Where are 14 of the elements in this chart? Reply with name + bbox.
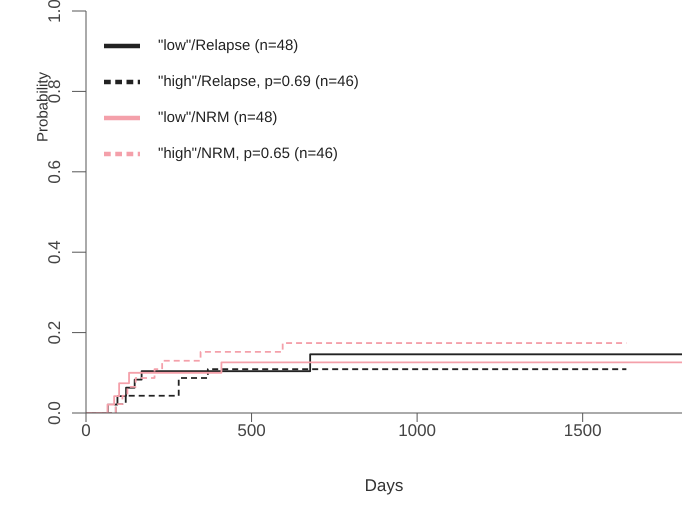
y-tick-label: 1.0 <box>45 0 64 23</box>
y-tick-label: 0.6 <box>45 160 64 184</box>
y-tick-label: 0.4 <box>45 240 64 264</box>
y-tick-label: 0.0 <box>45 401 64 425</box>
y-tick-label: 0.2 <box>45 320 64 344</box>
x-axis-title: Days <box>364 476 404 495</box>
x-tick-label: 1500 <box>564 421 602 440</box>
legend-label: "high"/NRM, p=0.65 (n=46) <box>158 144 338 162</box>
x-tick-label: 500 <box>237 421 266 440</box>
legend-label: "low"/NRM (n=48) <box>158 108 278 126</box>
x-tick-label: 0 <box>81 421 91 440</box>
legend-label: "low"/Relapse (n=48) <box>158 36 298 54</box>
legend-label: "high"/Relapse, p=0.69 (n=46) <box>158 72 359 90</box>
x-tick-label: 1000 <box>398 421 436 440</box>
